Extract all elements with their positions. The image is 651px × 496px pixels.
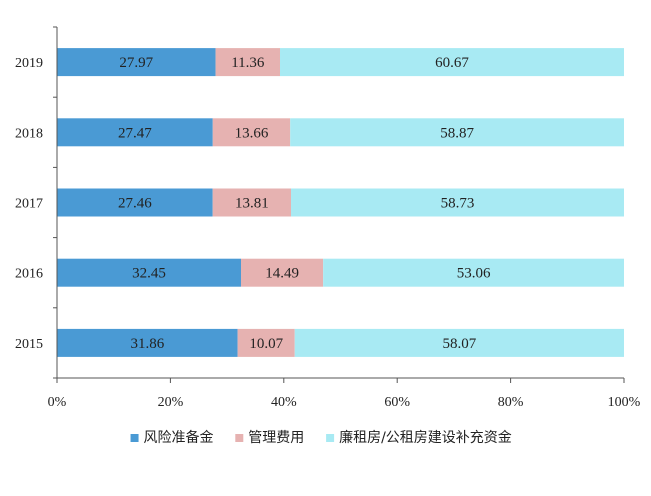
- legend-swatch: [326, 434, 335, 442]
- bar-2016-series-3: [323, 258, 624, 287]
- y-tick-label: 2016: [15, 267, 43, 282]
- y-tick-label: 2017: [15, 197, 43, 212]
- x-tick-label: 0%: [48, 395, 67, 410]
- legend-swatch: [235, 434, 244, 442]
- data-label: 13.81: [235, 196, 269, 212]
- x-tick-label: 100%: [608, 395, 641, 410]
- bar-2017-series-3: [291, 188, 624, 217]
- data-label: 14.49: [265, 266, 299, 282]
- bar-2019-series-1: [57, 48, 216, 77]
- legend-label: 廉租房/公租房建设补充资金: [339, 429, 512, 446]
- data-label: 32.45: [132, 266, 166, 282]
- axes-group: 2019 2018 2017 2016 2015 0% 20% 40% 60% 80% 100%: [15, 26, 641, 410]
- data-label: 60.67: [435, 55, 469, 71]
- x-tick-label: 40%: [271, 395, 297, 410]
- data-label: 27.46: [118, 196, 152, 212]
- bar-2017-series-1: [57, 188, 213, 217]
- data-label: 27.97: [119, 55, 153, 71]
- bar-2018-series-3: [290, 118, 624, 147]
- x-tick-label: 60%: [384, 395, 410, 410]
- bar-2019-series-2: [215, 48, 281, 77]
- bar-2015-series-1: [57, 328, 238, 357]
- x-tick-label: 20%: [158, 395, 184, 410]
- legend: 风险准备金 管理费用 廉租房/公租房建设补充资金: [130, 429, 512, 446]
- legend-swatch: [130, 434, 139, 442]
- y-tick-label: 2019: [15, 56, 43, 71]
- bar-2018-series-1: [57, 118, 213, 147]
- data-label: 58.87: [440, 125, 474, 141]
- bars-group: 27.97 11.36 60.67 27.47 13.66 58.87 27.46 13.81…: [57, 48, 624, 357]
- data-label: 58.73: [441, 196, 475, 212]
- bar-2015-series-3: [294, 328, 624, 357]
- bar-2016-series-2: [240, 258, 324, 287]
- y-tick-label: 2015: [15, 337, 43, 352]
- bar-2016-series-1: [57, 258, 241, 287]
- data-label: 13.66: [235, 125, 269, 141]
- data-label: 27.47: [118, 125, 152, 141]
- bar-2018-series-2: [212, 118, 291, 147]
- legend-label: 管理费用: [248, 430, 304, 446]
- x-tick-label: 80%: [498, 395, 524, 410]
- data-label: 10.07: [249, 336, 283, 352]
- data-label: 11.36: [231, 55, 265, 71]
- bar-2017-series-2: [212, 188, 292, 217]
- data-label: 58.07: [442, 336, 476, 352]
- bar-2019-series-3: [280, 48, 624, 77]
- bar-2015-series-2: [237, 328, 295, 357]
- legend-label: 风险准备金: [144, 429, 214, 446]
- data-label: 53.06: [457, 266, 491, 282]
- data-label: 31.86: [130, 336, 164, 352]
- y-tick-label: 2018: [15, 126, 43, 141]
